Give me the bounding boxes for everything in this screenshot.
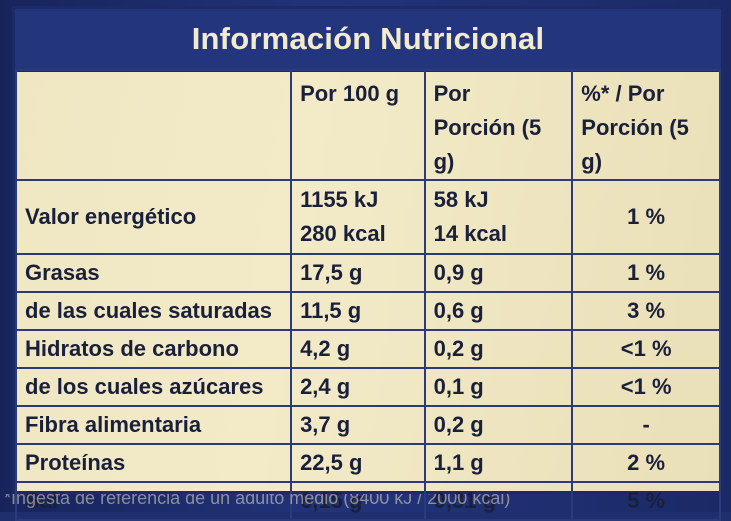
value-pct: 2 % (571, 443, 721, 483)
nutrient-label: Hidratos de carbono (14, 329, 293, 369)
value-per-100g: 22,5 g (290, 443, 426, 483)
energy-pct: 1 % (571, 179, 721, 255)
value-per-portion: 0,2 g (423, 329, 574, 369)
value-per-portion: 0,6 g (423, 291, 574, 331)
nutrition-label: Información Nutricional Por 100 g Por Po… (12, 6, 724, 521)
value-pct: <1 % (571, 367, 721, 407)
table-row: Hidratos de carbono 4,2 g 0,2 g <1 % (14, 329, 721, 369)
header-per-portion: Por Porción (5 g) (423, 69, 574, 181)
header-pct-portion: %* / Por Porción (5 g) (571, 69, 721, 181)
value-per-100g: 11,5 g (290, 291, 426, 331)
nutrient-label: Proteínas (14, 443, 293, 483)
energy-per-portion: 58 kJ 14 kcal (423, 179, 574, 255)
value-pct: - (571, 405, 721, 445)
table-row: de las cuales saturadas 11,5 g 0,6 g 3 % (14, 291, 721, 331)
value-per-portion: 0,1 g (423, 367, 574, 407)
header-nutrient (14, 69, 293, 181)
title-bar: Información Nutricional (15, 9, 721, 72)
table-row: de los cuales azúcares 2,4 g 0,1 g <1 % (14, 367, 721, 407)
value-pct: <1 % (571, 329, 721, 369)
nutrient-label: de las cuales saturadas (14, 291, 293, 331)
footer-text: *Ingesta de referencia de un adulto medi… (4, 494, 511, 508)
header-per-100g: Por 100 g (290, 69, 426, 181)
table-row: Proteínas 22,5 g 1,1 g 2 % (14, 443, 721, 483)
footer-note: *Ingesta de referencia de un adulto medi… (0, 494, 731, 512)
energy-per-100g: 1155 kJ 280 kcal (290, 179, 426, 255)
value-per-portion: 1,1 g (423, 443, 574, 483)
energy-row: Valor energético 1155 kJ 280 kcal 58 kJ … (14, 179, 721, 255)
value-per-100g: 17,5 g (290, 253, 426, 293)
value-per-100g: 2,4 g (290, 367, 426, 407)
header-row: Por 100 g Por Porción (5 g) %* / Por Por… (14, 69, 721, 181)
nutrient-label: de los cuales azúcares (14, 367, 293, 407)
nutrient-label: Grasas (14, 253, 293, 293)
nutrient-label: Fibra alimentaria (14, 405, 293, 445)
table-row: Grasas 17,5 g 0,9 g 1 % (14, 253, 721, 293)
value-per-portion: 0,2 g (423, 405, 574, 445)
value-pct: 1 % (571, 253, 721, 293)
value-per-100g: 3,7 g (290, 405, 426, 445)
table-row: Fibra alimentaria 3,7 g 0,2 g - (14, 405, 721, 445)
value-per-portion: 0,9 g (423, 253, 574, 293)
nutrition-table: Por 100 g Por Porción (5 g) %* / Por Por… (14, 69, 721, 521)
label-title: Información Nutricional (191, 21, 545, 56)
value-pct: 3 % (571, 291, 721, 331)
value-per-100g: 4,2 g (290, 329, 426, 369)
energy-label: Valor energético (14, 179, 293, 255)
